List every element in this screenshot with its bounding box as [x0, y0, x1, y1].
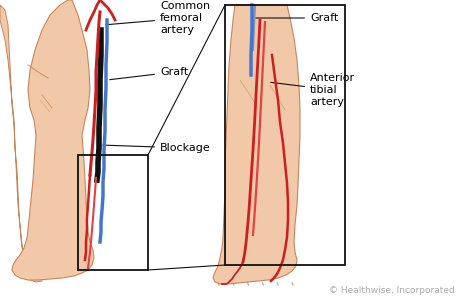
Text: Common
femoral
artery: Common femoral artery: [106, 2, 210, 34]
Bar: [78, 155, 148, 270]
Bar: [224, 5, 344, 265]
Text: Blockage: Blockage: [102, 143, 210, 153]
Text: Graft: Graft: [255, 13, 337, 23]
Text: Graft: Graft: [110, 67, 188, 80]
Polygon shape: [12, 0, 94, 280]
Polygon shape: [213, 5, 299, 284]
Text: Anterior
tibial
artery: Anterior tibial artery: [270, 74, 354, 106]
Polygon shape: [0, 5, 42, 282]
Text: © Healthwise, Incorporated: © Healthwise, Incorporated: [329, 286, 454, 295]
